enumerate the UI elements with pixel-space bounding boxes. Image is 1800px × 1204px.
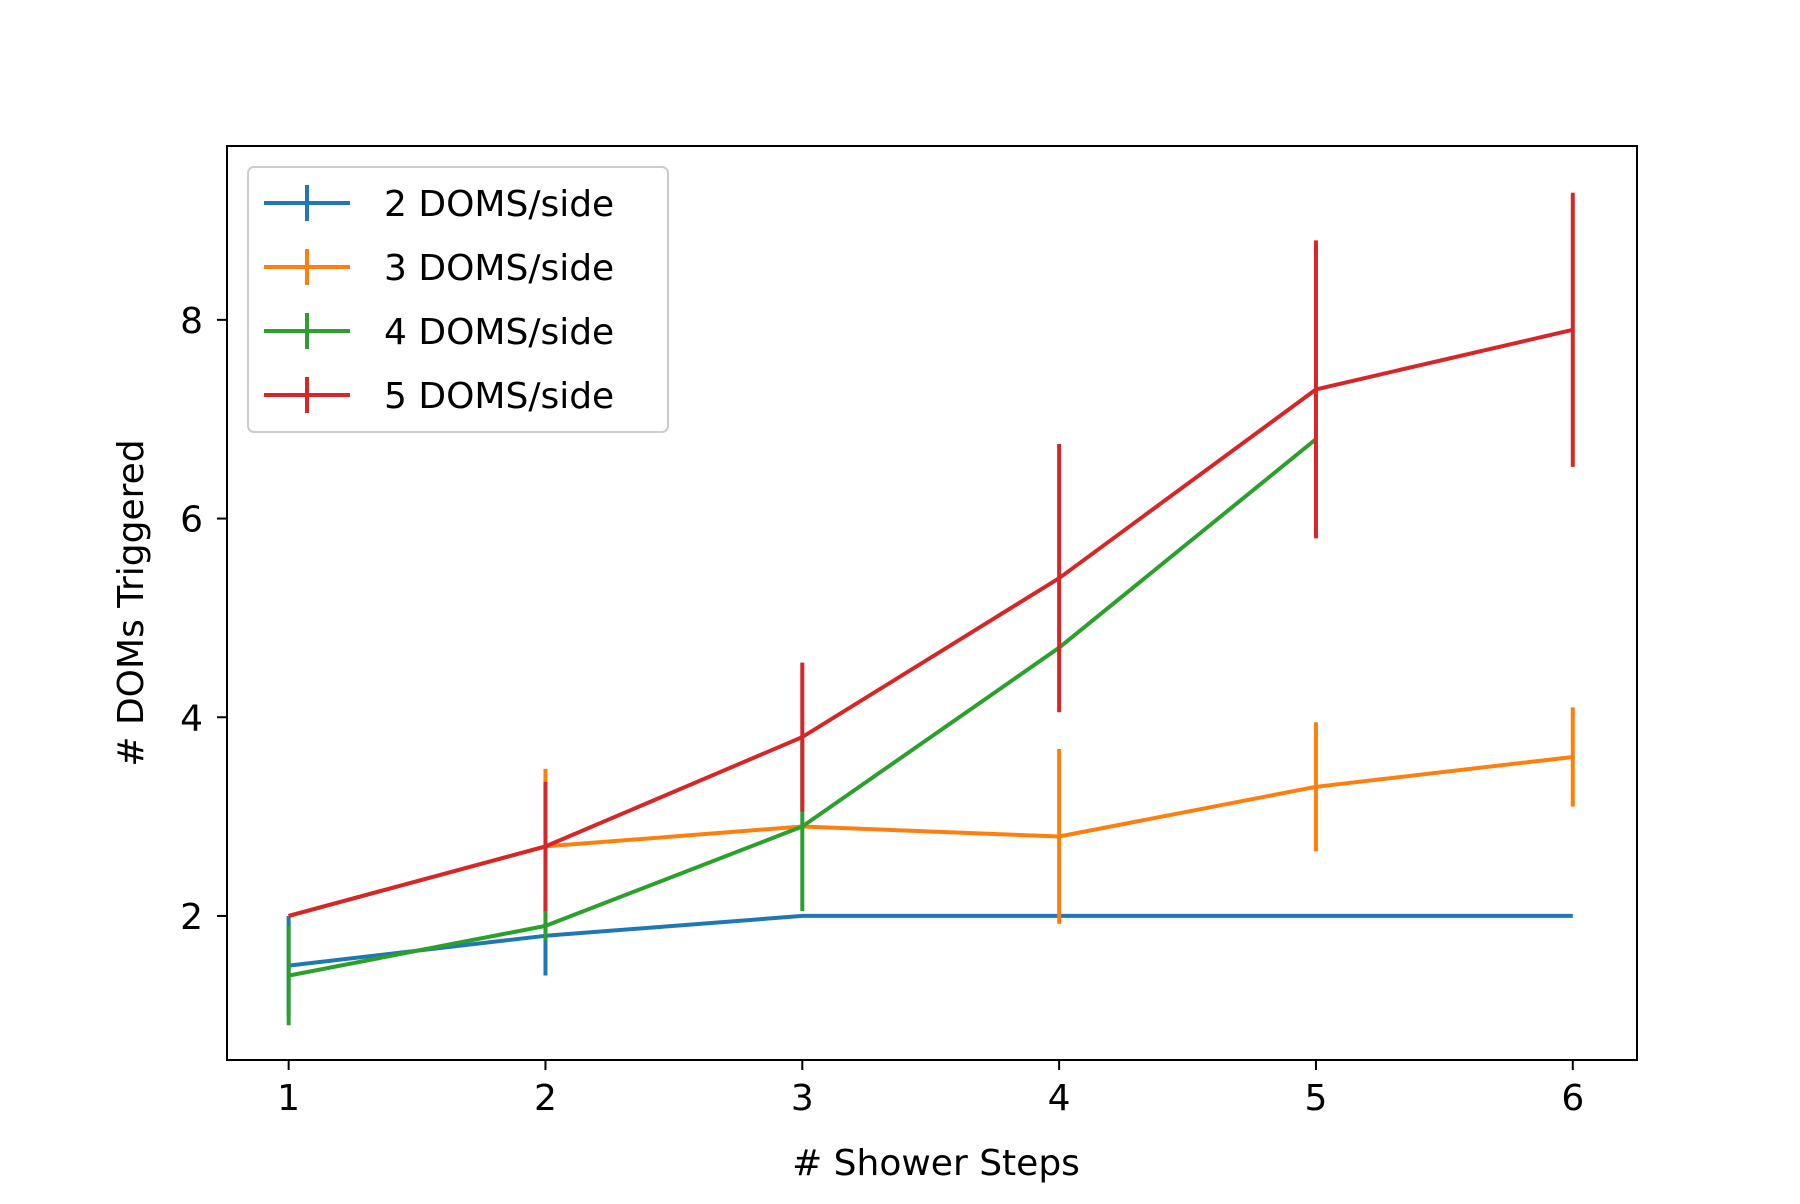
x-tick-label: 1 [277, 1078, 300, 1119]
series-line [288, 913, 1573, 968]
legend-item: 3 DOMS/side [264, 248, 614, 289]
series-line [288, 327, 1574, 918]
x-tick-label: 3 [791, 1078, 814, 1119]
plot-frame [226, 145, 1638, 1061]
legend-item: 5 DOMS/side [264, 376, 614, 417]
y-tick-label: 4 [180, 698, 203, 739]
legend-label: 5 DOMS/side [384, 376, 614, 417]
legend-frame [247, 166, 669, 433]
y-ticks: 2 4 6 8 [180, 301, 227, 938]
legend-label: 3 DOMS/side [384, 248, 614, 289]
x-ticks: 1 2 3 4 5 6 [277, 1060, 1584, 1119]
y-tick-label: 2 [180, 897, 203, 938]
series-4 [288, 192, 1575, 918]
x-tick-label: 2 [534, 1078, 557, 1119]
series-layer [286, 192, 1575, 1026]
legend-label: 2 DOMS/side [384, 184, 614, 225]
x-axis-label: # Shower Steps [792, 1143, 1080, 1184]
legend-label: 4 DOMS/side [384, 312, 614, 353]
legend-item: 4 DOMS/side [264, 312, 614, 353]
y-axis-label: # DOMs Triggered [111, 439, 152, 766]
legend-item: 2 DOMS/side [264, 184, 614, 225]
y-tick-label: 8 [180, 301, 203, 342]
y-tick-label: 6 [180, 500, 203, 541]
legend: 2 DOMS/side 3 DOMS/side 4 DOMS/side 5 DOMS/… [247, 166, 669, 433]
x-tick-label: 5 [1305, 1078, 1328, 1119]
x-tick-label: 4 [1048, 1078, 1071, 1119]
x-tick-label: 6 [1561, 1078, 1584, 1119]
